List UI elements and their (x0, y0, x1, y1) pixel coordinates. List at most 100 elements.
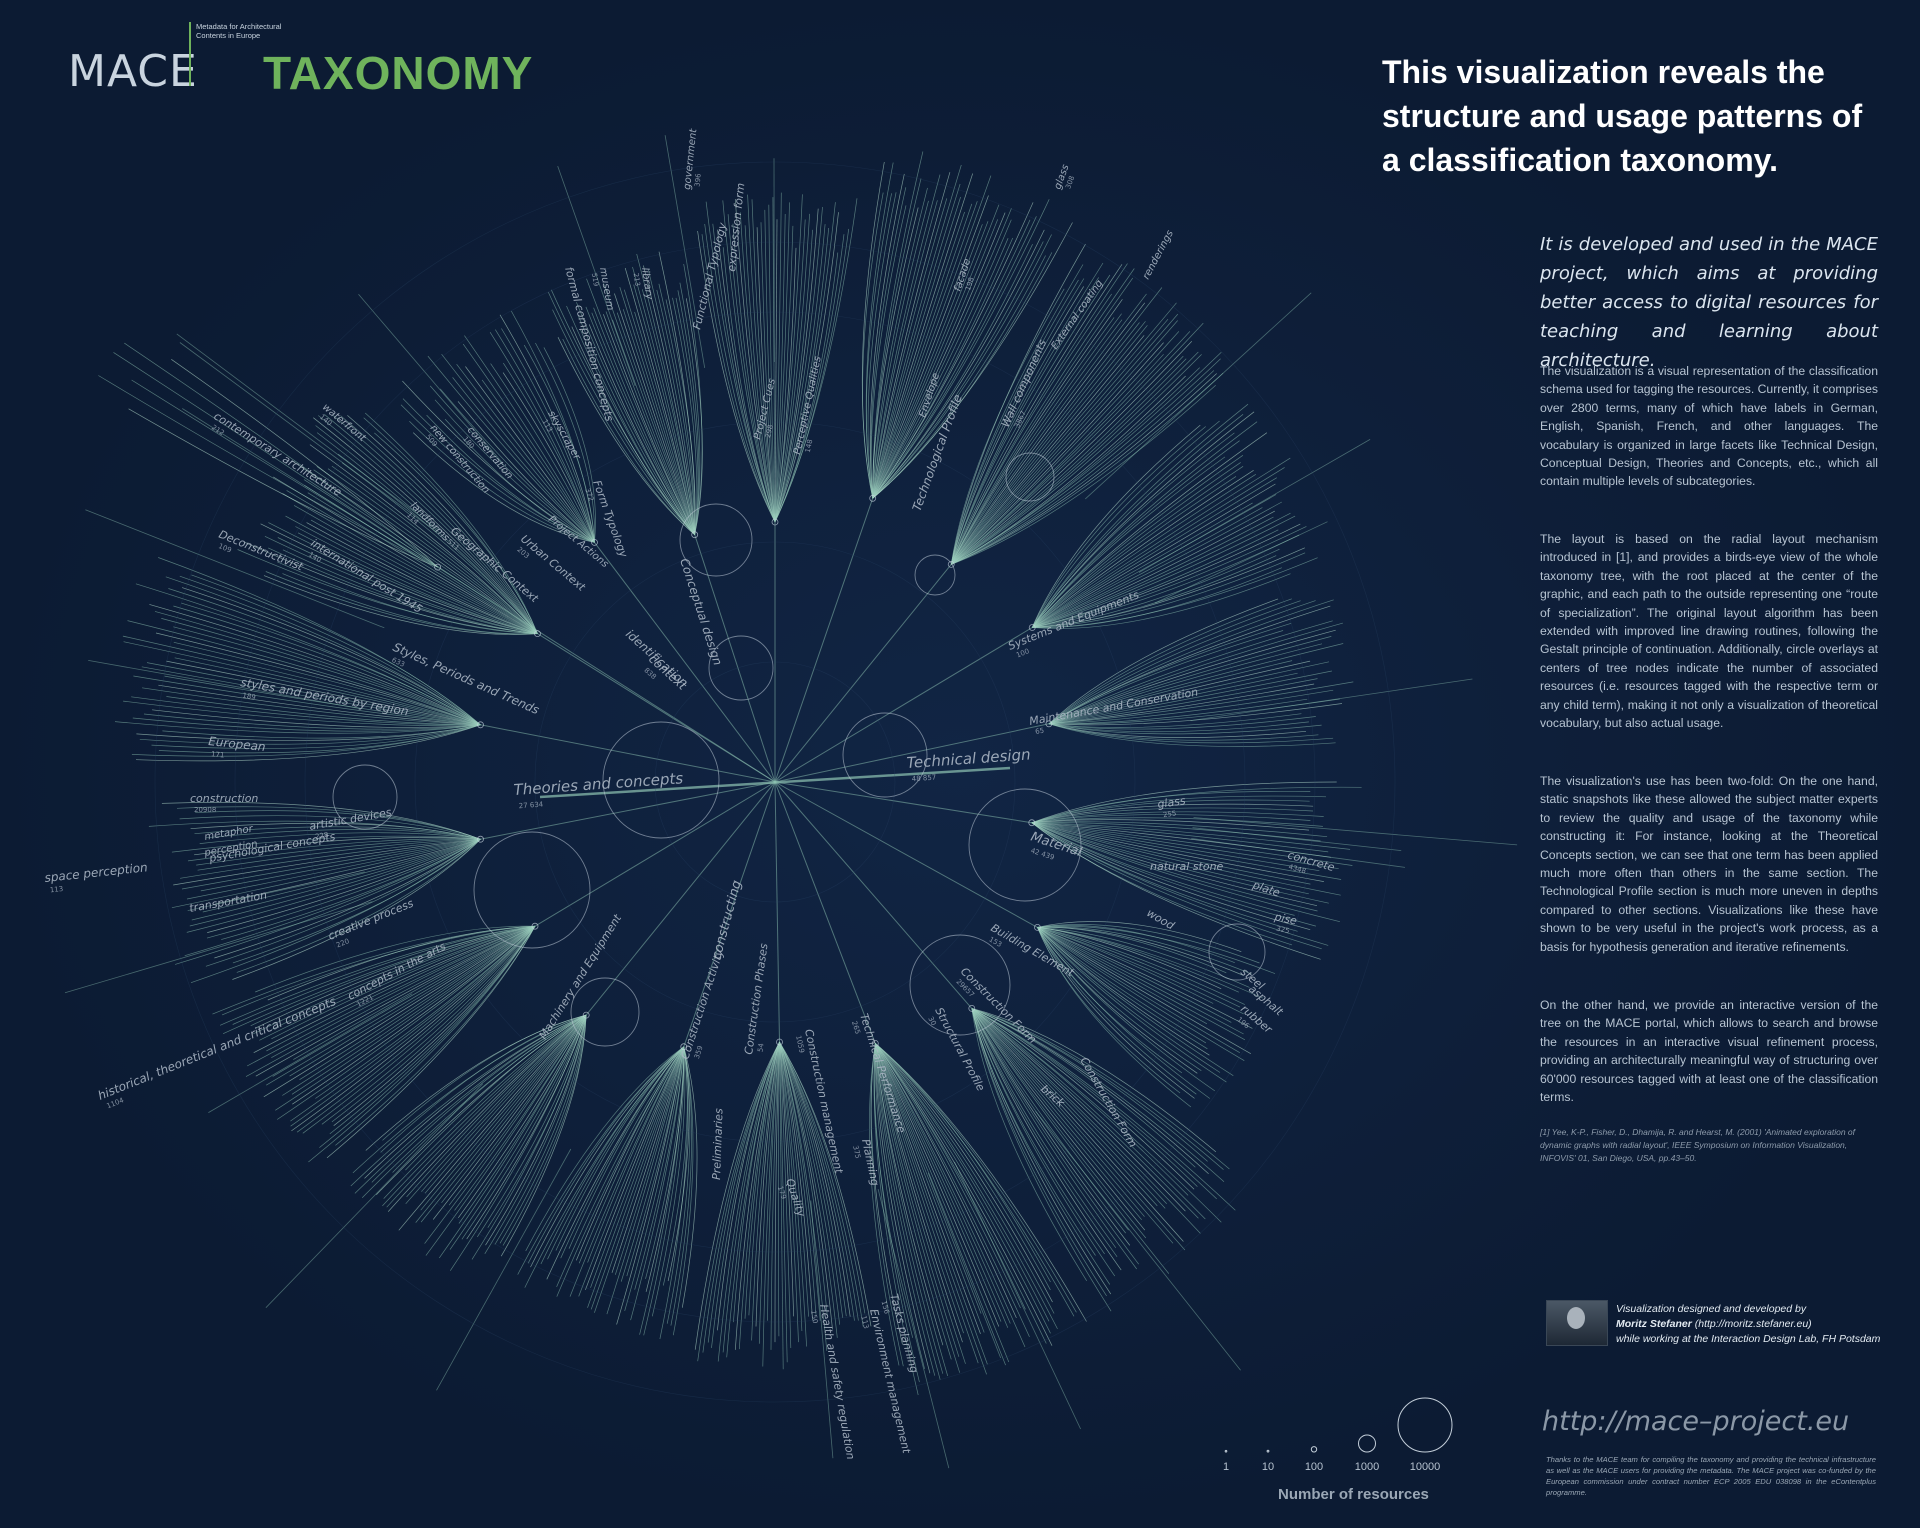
leaf-branch (1031, 781, 1337, 824)
guide-ring (534, 541, 1016, 1023)
leaf-branch (214, 838, 481, 959)
leaf-branch (181, 587, 481, 726)
usage-circle (708, 635, 774, 701)
leaf-branch (212, 925, 536, 1015)
logo-subtitle: Metadata for Architectural Contents in E… (196, 22, 282, 40)
leaf-branch (874, 1043, 982, 1314)
leaf-branch (624, 267, 696, 535)
leaf-branch (732, 223, 776, 523)
node-count: 375 (851, 1145, 862, 1160)
leaf-branch (1048, 698, 1340, 725)
leaf-branch (139, 724, 481, 745)
leaf-branch (207, 838, 481, 933)
node-count: 179 (776, 1185, 788, 1200)
leaf-branch (1031, 457, 1291, 628)
leaf-branch (633, 284, 696, 535)
leaf-branch (774, 202, 836, 523)
leaf-branch (237, 549, 538, 634)
leaf-branch (568, 1046, 685, 1249)
leaf-branch (282, 493, 538, 634)
body-paragraph-4: On the other hand, we provide an interac… (1540, 998, 1878, 1105)
node-count: 156 (880, 1300, 891, 1316)
leaf-branch (354, 1014, 587, 1194)
leaf-branch (487, 1015, 587, 1228)
leaf-branch (124, 342, 438, 568)
leaf-branch (872, 203, 973, 499)
leaf-branch (332, 414, 538, 634)
leaf-branch (481, 379, 595, 543)
leaf-branch (874, 1043, 981, 1335)
leaf-branch (1048, 672, 1298, 725)
leaf-branch (872, 187, 928, 499)
leaf-branch (113, 352, 438, 568)
leaf-branch (135, 724, 481, 762)
leaf-branch (499, 314, 595, 543)
leaf-branch (1032, 534, 1300, 628)
leaf-branch (266, 925, 536, 1052)
leaf-branch (1031, 822, 1329, 904)
leaf-branch (712, 223, 776, 523)
leaf-branch (271, 925, 536, 1040)
leaf-branch (295, 526, 538, 634)
node-dot (477, 721, 484, 729)
leaf-branch (543, 347, 596, 543)
leaf-branch (490, 363, 595, 543)
leaf-branch (872, 219, 999, 499)
leaf-branch (667, 1046, 690, 1282)
leaf-branch (253, 925, 536, 1054)
leaf-branch (1032, 510, 1275, 628)
leaf-branch (1031, 462, 1241, 628)
leaf-branch (779, 1041, 844, 1318)
usage-circle (914, 554, 956, 596)
leaf-branch (1037, 926, 1227, 974)
node-count: 189 (242, 691, 257, 701)
leaf-branch (556, 1046, 685, 1288)
leaf-branch (187, 838, 481, 862)
leaf-branch (764, 209, 776, 523)
leaf-branch (191, 838, 481, 921)
leaf-branch (546, 1046, 685, 1280)
leaf-branch (950, 278, 1085, 565)
leaf-branch (1037, 927, 1195, 1099)
leaf-branch (756, 227, 776, 523)
leaf-branch (874, 1043, 936, 1376)
credit-site[interactable]: (http://moritz.stefaner.eu) (1694, 1318, 1812, 1330)
leaf-branch (1048, 698, 1308, 725)
legend-label: 1000 (1355, 1461, 1379, 1473)
leaf-branch (510, 310, 595, 543)
leaf-branch (874, 1043, 1000, 1327)
leaf-branch (260, 523, 538, 634)
leaf-branch (872, 195, 989, 499)
leaf-branch (1031, 474, 1256, 628)
legend-circle (1397, 1397, 1453, 1453)
leaf-branch (971, 1008, 1208, 1162)
node-dot (776, 1038, 783, 1046)
leaf-branch (1031, 821, 1328, 838)
leaf-branch (594, 1046, 685, 1313)
leaf-branch (971, 1008, 1116, 1277)
node-dot (1028, 624, 1036, 631)
node-count: 325 (1275, 925, 1290, 936)
leaf-branch (726, 1041, 780, 1358)
leaf-branch (293, 925, 536, 1060)
node-dot (582, 1011, 590, 1019)
leaf-branch (457, 401, 595, 543)
leaf-branch (318, 415, 538, 634)
leaf-branch (282, 925, 536, 1096)
leaf-branch (316, 432, 538, 634)
leaf-branch (875, 1043, 1026, 1310)
leaf-branch (762, 1041, 780, 1367)
leaf-branch (1031, 822, 1339, 870)
mace-logo: MACE (68, 46, 198, 97)
leaf-branch (171, 838, 481, 909)
leaf-branch (465, 366, 595, 543)
leaf-branch (263, 575, 538, 635)
legend-label: 100 (1305, 1461, 1323, 1473)
leaf-branch (874, 1043, 1002, 1322)
legend-circle (1310, 1446, 1318, 1453)
project-url-link[interactable]: http://mace–project.eu (1542, 1406, 1850, 1437)
leaf-branch (456, 363, 595, 543)
leaf-branch (524, 1046, 685, 1288)
leaf-branch (363, 417, 538, 634)
leaf-branch (971, 1008, 1131, 1246)
